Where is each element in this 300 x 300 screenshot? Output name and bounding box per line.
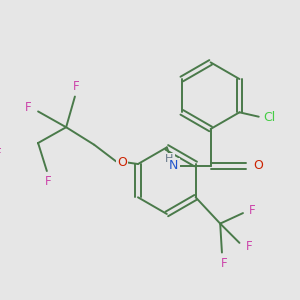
Text: Cl: Cl (263, 111, 275, 124)
Text: F: F (73, 80, 80, 92)
Text: N: N (169, 159, 178, 172)
Text: F: F (220, 256, 227, 269)
Text: F: F (45, 175, 52, 188)
Text: F: F (246, 240, 252, 253)
Text: F: F (25, 101, 32, 114)
Text: H: H (165, 154, 174, 164)
Text: F: F (249, 204, 256, 217)
Text: F: F (0, 147, 1, 160)
Text: O: O (117, 156, 127, 169)
Text: O: O (253, 159, 263, 172)
